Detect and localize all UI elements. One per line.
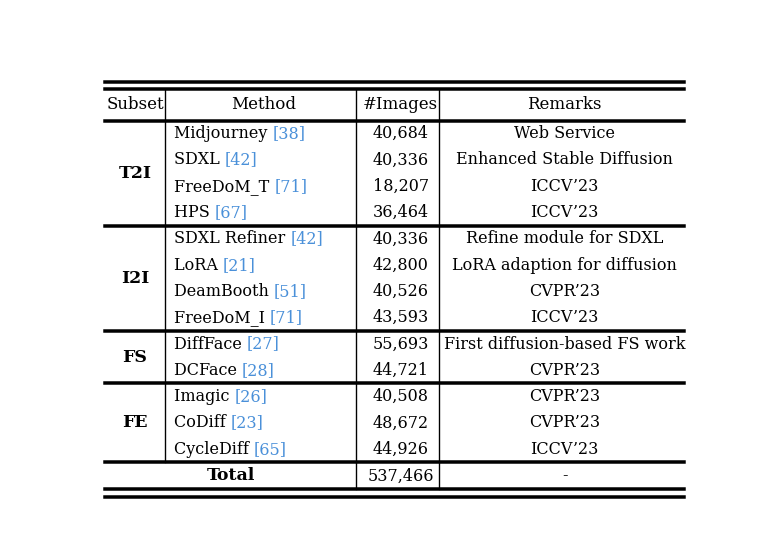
- Text: CVPR’23: CVPR’23: [529, 283, 601, 300]
- Text: [71]: [71]: [270, 309, 303, 326]
- Text: CycleDiff: CycleDiff: [174, 441, 254, 457]
- Text: ICCV’23: ICCV’23: [531, 204, 599, 221]
- Text: HPS: HPS: [174, 204, 215, 221]
- Text: ICCV’23: ICCV’23: [531, 309, 599, 326]
- Text: #Images: #Images: [363, 96, 438, 113]
- Text: SDXL: SDXL: [174, 151, 225, 169]
- Text: 40,684: 40,684: [373, 125, 429, 142]
- Text: CVPR’23: CVPR’23: [529, 388, 601, 405]
- Text: [21]: [21]: [223, 257, 256, 274]
- Text: ICCV’23: ICCV’23: [531, 441, 599, 457]
- Text: 44,926: 44,926: [373, 441, 429, 457]
- Text: 40,336: 40,336: [373, 230, 429, 247]
- Text: 40,508: 40,508: [373, 388, 429, 405]
- Text: Remarks: Remarks: [527, 96, 602, 113]
- Text: CoDiff: CoDiff: [174, 415, 231, 431]
- Text: 55,693: 55,693: [373, 335, 429, 352]
- Text: CVPR’23: CVPR’23: [529, 415, 601, 431]
- Text: Refine module for SDXL: Refine module for SDXL: [466, 230, 664, 247]
- Text: FS: FS: [122, 349, 148, 366]
- Text: DCFace: DCFace: [174, 362, 242, 379]
- Text: 44,721: 44,721: [373, 362, 429, 379]
- Text: 537,466: 537,466: [367, 467, 434, 485]
- Text: [38]: [38]: [273, 125, 306, 142]
- Text: FreeDoM_I: FreeDoM_I: [174, 309, 270, 326]
- Text: 40,526: 40,526: [373, 283, 429, 300]
- Text: 40,336: 40,336: [373, 151, 429, 169]
- Text: LoRA: LoRA: [174, 257, 223, 274]
- Text: [28]: [28]: [242, 362, 275, 379]
- Text: -: -: [562, 467, 567, 485]
- Text: DiffFace: DiffFace: [174, 335, 247, 352]
- Text: I2I: I2I: [121, 270, 149, 287]
- Text: [42]: [42]: [225, 151, 257, 169]
- Text: [27]: [27]: [247, 335, 280, 352]
- Text: [67]: [67]: [215, 204, 248, 221]
- Text: [42]: [42]: [290, 230, 323, 247]
- Text: 43,593: 43,593: [373, 309, 429, 326]
- Text: First diffusion-based FS work: First diffusion-based FS work: [444, 335, 685, 352]
- Text: 36,464: 36,464: [373, 204, 429, 221]
- Text: Total: Total: [206, 467, 255, 485]
- Text: [71]: [71]: [274, 178, 307, 195]
- Text: Enhanced Stable Diffusion: Enhanced Stable Diffusion: [457, 151, 673, 169]
- Text: Web Service: Web Service: [514, 125, 615, 142]
- Text: Imagic: Imagic: [174, 388, 234, 405]
- Text: LoRA adaption for diffusion: LoRA adaption for diffusion: [452, 257, 677, 274]
- Text: [23]: [23]: [231, 415, 263, 431]
- Text: 18,207: 18,207: [373, 178, 429, 195]
- Text: 42,800: 42,800: [373, 257, 429, 274]
- Text: FE: FE: [122, 415, 148, 431]
- Text: Subset: Subset: [106, 96, 164, 113]
- Text: T2I: T2I: [119, 165, 152, 182]
- Text: [26]: [26]: [234, 388, 267, 405]
- Text: CVPR’23: CVPR’23: [529, 362, 601, 379]
- Text: Midjourney: Midjourney: [174, 125, 273, 142]
- Text: FreeDoM_T: FreeDoM_T: [174, 178, 274, 195]
- Text: [65]: [65]: [254, 441, 287, 457]
- Text: Method: Method: [231, 96, 296, 113]
- Text: SDXL Refiner: SDXL Refiner: [174, 230, 290, 247]
- Text: [51]: [51]: [274, 283, 306, 300]
- Text: DeamBooth: DeamBooth: [174, 283, 274, 300]
- Text: 48,672: 48,672: [373, 415, 429, 431]
- Text: ICCV’23: ICCV’23: [531, 178, 599, 195]
